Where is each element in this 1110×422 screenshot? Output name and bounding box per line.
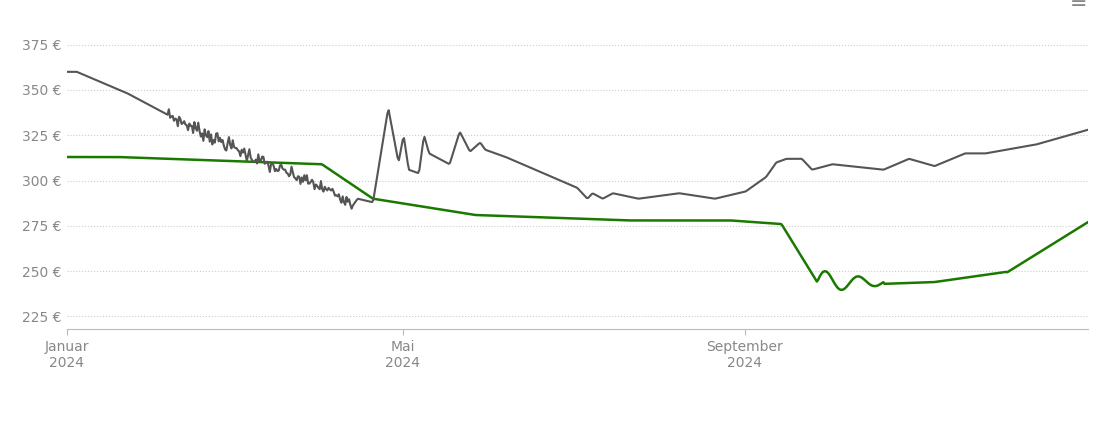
- Text: ≡: ≡: [1070, 0, 1088, 12]
